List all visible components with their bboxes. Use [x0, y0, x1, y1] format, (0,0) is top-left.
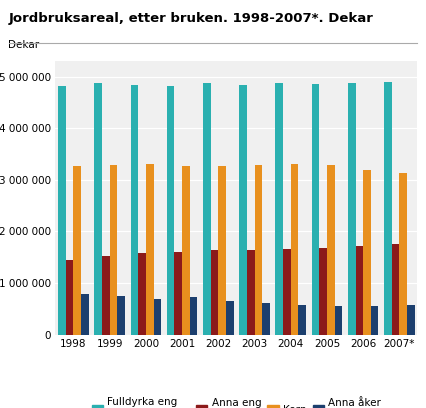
Bar [66, 260, 74, 335]
Bar [146, 164, 153, 335]
Bar [138, 253, 146, 335]
Bar [211, 250, 219, 335]
Text: Jordbruksareal, etter bruken. 1998-2007*. Dekar: Jordbruksareal, etter bruken. 1998-2007*… [9, 12, 374, 25]
Bar [247, 251, 255, 335]
Bar [262, 303, 270, 335]
Bar [167, 86, 175, 335]
Bar [384, 82, 392, 335]
Bar [356, 246, 363, 335]
Bar [58, 86, 66, 335]
Bar [392, 244, 400, 335]
Bar [312, 84, 320, 335]
Bar [283, 249, 291, 335]
Bar [102, 256, 110, 335]
Bar [110, 165, 117, 335]
Bar [95, 83, 102, 335]
Bar [348, 83, 356, 335]
Bar [239, 85, 247, 335]
Legend: Fulldyrka eng
til slått og beite, Anna eng
og beite, Korn, Anna åker
og hage: Fulldyrka eng til slått og beite, Anna e… [92, 397, 381, 408]
Bar [298, 305, 306, 335]
Bar [400, 173, 407, 335]
Bar [371, 306, 378, 335]
Bar [320, 248, 327, 335]
Text: Dekar: Dekar [8, 40, 40, 50]
Bar [407, 305, 414, 335]
Bar [81, 294, 89, 335]
Bar [327, 165, 334, 335]
Bar [74, 166, 81, 335]
Bar [131, 85, 138, 335]
Bar [219, 166, 226, 335]
Bar [334, 306, 342, 335]
Bar [203, 83, 211, 335]
Bar [175, 251, 182, 335]
Bar [363, 169, 371, 335]
Bar [276, 83, 283, 335]
Bar [291, 164, 298, 335]
Bar [182, 166, 190, 335]
Bar [190, 297, 197, 335]
Bar [153, 299, 161, 335]
Bar [117, 296, 125, 335]
Bar [226, 301, 233, 335]
Bar [255, 165, 262, 335]
